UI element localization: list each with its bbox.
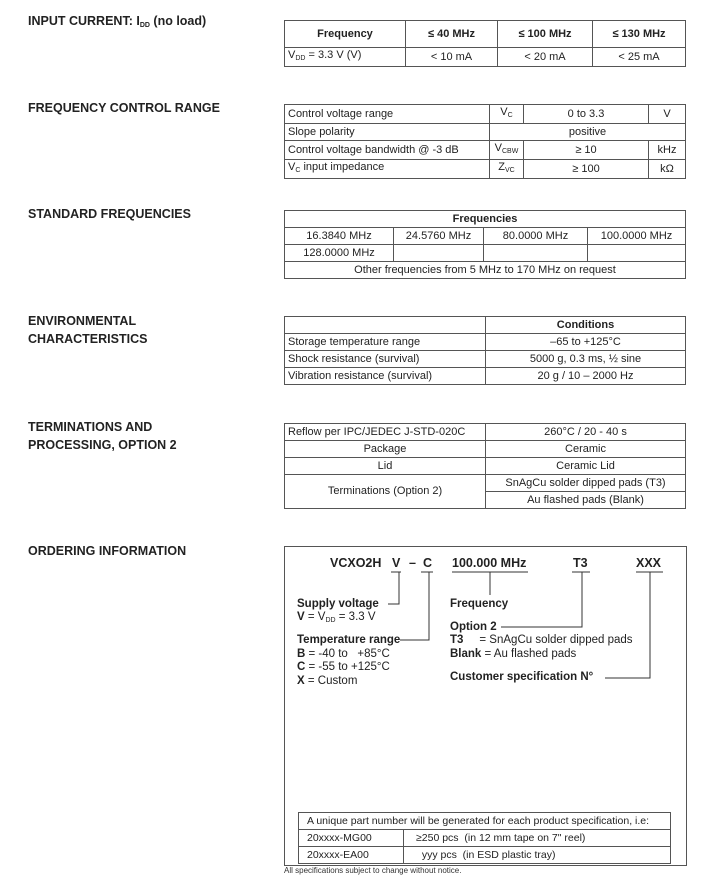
section-label-terminations: TERMINATIONS AND PROCESSING, OPTION 2	[28, 420, 177, 452]
ordering-box	[284, 546, 687, 866]
cell: < 25 mA	[592, 47, 686, 67]
cell: Control voltage bandwidth @ -3 dB	[284, 140, 490, 160]
cell: Vibration resistance (survival)	[284, 367, 486, 385]
cell: Au flashed pads (Blank)	[485, 491, 686, 509]
frequency-control-table: Control voltage range VC 0 to 3.3 V Slope p…	[284, 104, 686, 179]
cell: Slope polarity	[284, 123, 490, 141]
supply-voltage-value: V = VDD = 3.3 V	[297, 611, 376, 624]
cell: ≥250 pcs (in 12 mm tape on 7" reel)	[403, 829, 671, 847]
cell: VC input impedance	[284, 159, 490, 179]
input-current-table: Frequency ≤ 40 MHz ≤ 100 MHz ≤ 130 MHz VDD …	[284, 20, 686, 67]
code-option: T3	[573, 556, 588, 570]
standard-frequencies-table: Frequencies 16.3840 MHz 24.5760 MHz 80.000…	[284, 210, 686, 279]
cell: Shock resistance (survival)	[284, 350, 486, 368]
footer-note: All specifications subject to change wit…	[284, 866, 462, 875]
section-label-standard-frequencies: STANDARD FREQUENCIES	[28, 207, 191, 221]
option-value: T3 = SnAgCu solder dipped pads	[450, 634, 633, 646]
temp-option: B = -40 to +85°C	[297, 648, 390, 660]
section-label-frequency-control: FREQUENCY CONTROL RANGE	[28, 101, 220, 115]
cell: < 10 mA	[405, 47, 498, 67]
temperature-range-title: Temperature range	[297, 634, 401, 646]
part-number-table: A unique part number will be generated f…	[298, 812, 671, 864]
cell: 24.5760 MHz	[393, 227, 484, 245]
cell: positive	[489, 123, 686, 141]
section-label-ordering: ORDERING INFORMATION	[28, 544, 187, 558]
code-voltage: V	[392, 556, 401, 570]
cell: Ceramic	[485, 440, 686, 458]
option-title: Option 2	[450, 621, 497, 633]
section-label-environmental: ENVIRONMENTAL CHARACTERISTICS	[28, 314, 148, 346]
cell: kΩ	[648, 159, 686, 179]
environmental-table: Conditions Storage temperature range –65 …	[284, 316, 686, 385]
code-customer: XXX	[636, 556, 662, 570]
cell: < 20 mA	[497, 47, 593, 67]
cell: ≥ 100	[523, 159, 649, 179]
code-temperature: C	[423, 556, 433, 570]
cell: 20xxxx-EA00	[298, 846, 404, 864]
customer-spec-title: Customer specification N°	[450, 671, 594, 683]
temp-option: C = -55 to +125°C	[297, 661, 390, 673]
header-cell: ≤ 130 MHz	[592, 20, 686, 48]
cell: SnAgCu solder dipped pads (T3)	[485, 474, 686, 492]
supply-voltage-title: Supply voltage	[297, 598, 379, 610]
cell: 5000 g, 0.3 ms, ½ sine	[485, 350, 686, 368]
cell: 20 g / 10 – 2000 Hz	[485, 367, 686, 385]
section-label-input-current: INPUT CURRENT: IDD (no load)	[28, 14, 207, 29]
cell: 0 to 3.3	[523, 104, 649, 124]
cell: 20xxxx-MG00	[298, 829, 404, 847]
code-frequency: 100.000 MHz	[452, 556, 527, 570]
code-dash: –	[409, 556, 416, 570]
cell: A unique part number will be generated f…	[298, 812, 671, 830]
frequency-title: Frequency	[450, 598, 509, 610]
row-label: VDD = 3.3 V (V)	[284, 47, 406, 67]
cell: yyy pcs (in ESD plastic tray)	[403, 846, 671, 864]
cell: 128.0000 MHz	[284, 244, 394, 262]
temp-option: X = Custom	[297, 675, 358, 687]
code-model: VCXO2H	[330, 556, 382, 570]
cell: Other frequencies from 5 MHz to 170 MHz …	[284, 261, 686, 279]
terminations-table: Reflow per IPC/JEDEC J-STD-020C 260°C / 2…	[284, 423, 686, 509]
option-value: Blank = Au flashed pads	[450, 648, 577, 660]
